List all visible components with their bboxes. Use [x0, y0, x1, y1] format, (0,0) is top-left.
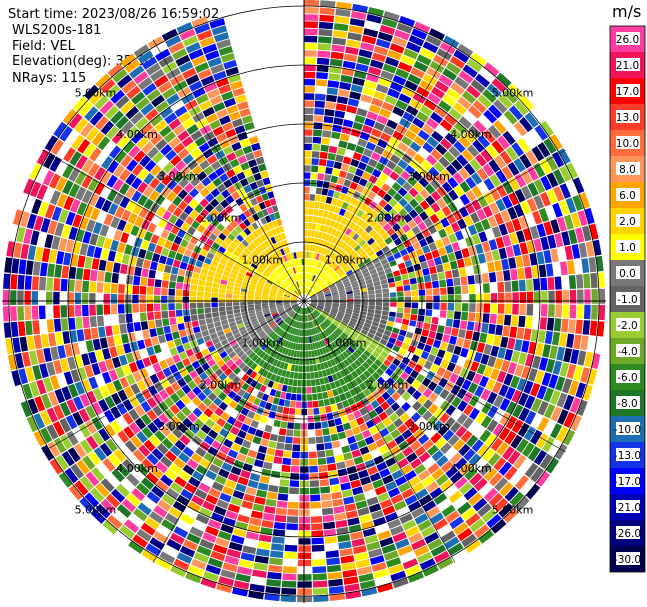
range-label: 1.00km: [242, 337, 284, 350]
colorbar-tick-bg: [616, 370, 640, 383]
azimuth-spoke: [152, 300, 305, 563]
colorbar-tick-label: -10.0: [614, 424, 641, 436]
range-label: 2.00km: [367, 212, 409, 225]
colorbar: 26.0 21.0 17.0 13.0 10.0 8.0 6.0 2.0 1.0 0.0 -1.0 -…: [609, 25, 646, 573]
velocity-gates: [4, 28, 573, 600]
azimuth-spoke: [303, 149, 566, 302]
colorbar-tick-label: -26.0: [614, 528, 641, 540]
colorbar-tick-bg: [616, 474, 640, 487]
range-label: 2.00km: [200, 378, 242, 391]
colorbar-tick-bg: [616, 240, 640, 253]
colorbar-tick-bg: [616, 162, 640, 175]
range-label: 3.00km: [408, 170, 450, 183]
colorbar-tick-bg: [616, 188, 640, 201]
velocity-gates: [19, 7, 595, 576]
azimuth-spoke: [42, 149, 305, 302]
range-label: 2.00km: [200, 212, 242, 225]
range-label: 4.00km: [116, 128, 158, 141]
range-label: 4.00km: [450, 462, 492, 475]
range-label: 5.00km: [492, 504, 534, 517]
range-labels: 1.00km 1.00km 1.00km 1.00km 2.00km 2.00km 2.00…: [75, 86, 534, 516]
colorbar-tick-label: 17.0: [616, 86, 639, 98]
range-label: 2.00km: [367, 378, 409, 391]
colorbar-tick-label: -17.0: [614, 476, 641, 488]
colorbar-tick-label: 8.0: [619, 164, 636, 176]
colorbar-tick-label: 0.0: [619, 268, 636, 280]
velocity-gates: [22, 7, 584, 590]
velocity-gates: [10, 36, 604, 588]
colorbar-tick-label: -21.0: [614, 502, 641, 514]
colorbar-tick-bg: [616, 32, 640, 45]
instrument-label: WLS200s-181: [12, 23, 102, 38]
colorbar-tick-bg: [616, 110, 640, 123]
colorbar-tick-label: -4.0: [617, 346, 638, 358]
colorbar-tick-label: -13.0: [614, 450, 641, 462]
velocity-gates: [10, 14, 605, 593]
azimuth-spoke: [303, 300, 456, 563]
colorbar-tick-label: -6.0: [617, 372, 638, 384]
range-label: 3.00km: [158, 420, 200, 433]
range-label: 4.00km: [116, 462, 158, 475]
colorbar-tick-bg: [616, 448, 640, 461]
colorbar-tick-label: 6.0: [619, 190, 636, 202]
colorbar-tick-bg: [616, 318, 640, 331]
colorbar-tick-label: 10.0: [616, 138, 639, 150]
colorbar-tick-label: 21.0: [616, 60, 639, 72]
colorbar-tick-bg: [616, 422, 640, 435]
colorbar-tick-label: -30.0: [614, 554, 641, 566]
colorbar-tick-bg: [616, 214, 640, 227]
range-label: 1.00km: [325, 253, 367, 266]
field-label: Field: VEL: [12, 39, 75, 54]
colorbar-tick-bg: [616, 344, 640, 357]
range-label: 5.00km: [75, 86, 117, 99]
velocity-gates: [17, 48, 598, 584]
velocity-field: [2, 0, 606, 603]
range-label: 3.00km: [408, 420, 450, 433]
azimuth-spoke: [303, 300, 566, 453]
velocity-gates: [17, 22, 598, 589]
colorbar-tick-label: 2.0: [619, 216, 636, 228]
colorbar-tick-label: -1.0: [617, 294, 638, 306]
nrays-label: NRays: 115: [12, 71, 87, 86]
colorbar-tick-bg: [616, 136, 640, 149]
range-label: 1.00km: [242, 253, 284, 266]
range-grid: [2, 0, 606, 603]
colorbar-tick-label: 1.0: [619, 242, 636, 254]
colorbar-tick-bg: [616, 552, 640, 565]
azimuth-spoke: [303, 39, 456, 302]
colorbar-tick-bg: [616, 526, 640, 539]
colorbar-tick-label: -8.0: [617, 398, 638, 410]
range-label: 3.00km: [158, 170, 200, 183]
colorbar-tick-label: 26.0: [616, 34, 639, 46]
start-time-label: Start time: 2023/08/26 16:59:02: [8, 7, 220, 22]
range-label: 4.00km: [450, 128, 492, 141]
colorbar-units: m/s: [612, 2, 642, 21]
range-label: 5.00km: [492, 86, 534, 99]
colorbar-tick-bg: [616, 266, 640, 279]
azimuth-spoke: [42, 300, 305, 453]
colorbar-tick-label: 13.0: [616, 112, 639, 124]
colorbar-tick-bg: [616, 58, 640, 71]
range-label: 5.00km: [75, 504, 117, 517]
colorbar-tick-bg: [616, 84, 640, 97]
colorbar-tick-bg: [616, 396, 640, 409]
colorbar-frame: [609, 25, 646, 573]
colorbar-tick-label: -2.0: [617, 320, 638, 332]
colorbar-tick-bg: [616, 500, 640, 513]
azimuth-spoke: [152, 39, 305, 302]
colorbar-tick-bg: [616, 292, 640, 305]
range-label: 1.00km: [325, 337, 367, 350]
